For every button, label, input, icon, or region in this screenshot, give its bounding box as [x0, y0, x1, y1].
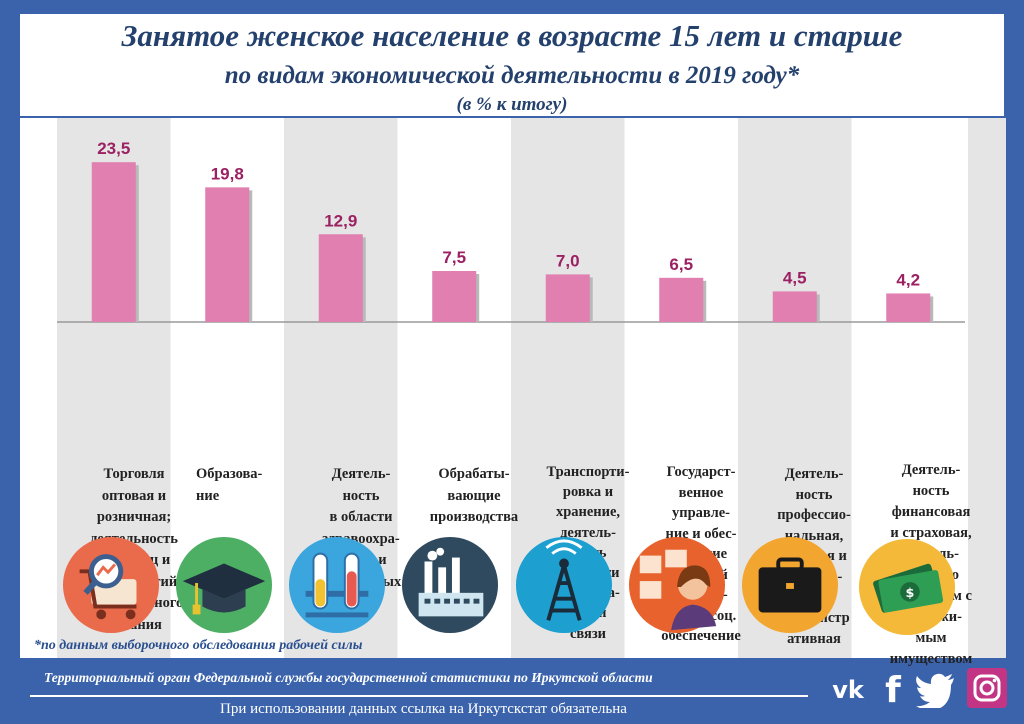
public-servant-icon — [628, 536, 726, 634]
svg-text:f: f — [885, 670, 901, 708]
money-icon: $ — [858, 538, 956, 636]
value-label-manufacturing: 7,5 — [442, 248, 466, 267]
bar-health — [318, 234, 363, 322]
value-label-government: 6,5 — [669, 255, 693, 274]
twitter-icon[interactable] — [914, 668, 958, 708]
bar-education — [205, 187, 250, 322]
category-label-manufacturing: Обрабаты- вающие производства — [429, 466, 519, 525]
value-label-health: 12,9 — [324, 211, 357, 230]
vk-icon[interactable]: vk — [828, 668, 868, 708]
value-label-trade: 23,5 — [97, 139, 130, 158]
chart-subtitle: по видам экономической деятельности в 20… — [224, 62, 800, 89]
svg-text:$: $ — [906, 586, 915, 601]
instagram-icon[interactable] — [966, 667, 1008, 709]
category-label-education: Образова- ние — [196, 466, 263, 504]
bar-trade — [91, 162, 136, 322]
facebook-icon[interactable]: f — [876, 668, 910, 708]
svg-text:vk: vk — [832, 676, 865, 704]
chart-units: (в % к итогу) — [456, 94, 568, 115]
title-box: Занятое женское население в возрасте 15 … — [20, 14, 1004, 116]
test-tubes-icon — [288, 536, 386, 634]
graduation-cap-icon — [175, 536, 273, 634]
value-label-finance: 4,2 — [896, 270, 920, 289]
usage-notice: При использовании данных ссылка на Иркут… — [220, 701, 627, 717]
retail-analytics-icon — [62, 536, 160, 634]
agency-name: Территориальный орган Федеральной службы… — [44, 670, 653, 685]
footnote: *по данным выборочного обследования рабо… — [34, 638, 363, 653]
factory-icon — [401, 536, 499, 634]
column-stripe — [968, 118, 1006, 658]
chart-title: Занятое женское население в возрасте 15 … — [121, 18, 903, 53]
briefcase-icon — [741, 536, 839, 634]
bar-finance — [886, 293, 931, 322]
bar-transport — [545, 274, 590, 322]
bar-government — [659, 277, 704, 322]
value-label-education: 19,8 — [211, 164, 244, 183]
radio-tower-icon — [515, 536, 613, 634]
bar-professional — [772, 291, 817, 322]
footer-divider — [30, 695, 808, 697]
value-label-transport: 7,0 — [556, 251, 580, 270]
value-label-professional: 4,5 — [783, 268, 807, 287]
bar-manufacturing — [432, 271, 477, 322]
